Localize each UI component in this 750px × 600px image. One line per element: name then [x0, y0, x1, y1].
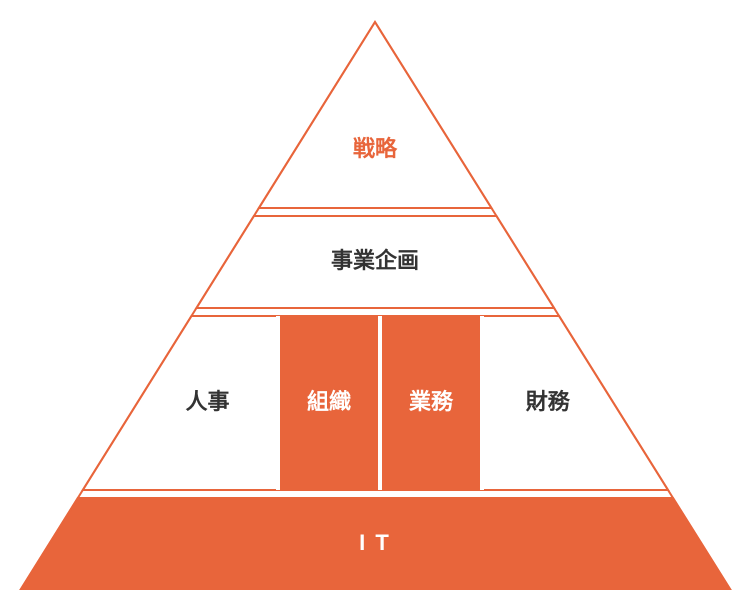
pyramid-diagram: 戦略 事業企画 人事 組織 業務 財務 I T: [0, 0, 750, 600]
level-third-section-3-label: 業務: [409, 389, 454, 414]
level-top: [259, 22, 492, 208]
level-third-section-2-label: 組織: [307, 389, 351, 414]
level-bottom-label: I T: [359, 530, 391, 555]
level-third-section-4-label: 財務: [526, 389, 571, 414]
level-second-label: 事業企画: [331, 248, 419, 273]
level-third-section-1-label: 人事: [186, 389, 230, 414]
level-top-label: 戦略: [353, 136, 398, 161]
